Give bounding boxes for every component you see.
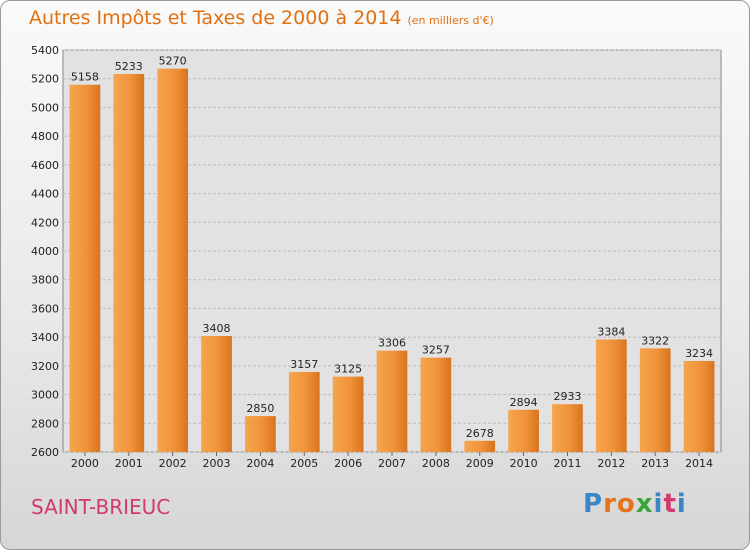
brand-letter: t (663, 489, 677, 519)
y-axis-labels: 2600 2800 3000 3200 3400 3600 3800 4000 4200 4400… (31, 44, 59, 459)
data-label: 2894 (510, 396, 538, 409)
y-tick-label: 5200 (31, 73, 59, 86)
y-tick-label: 3400 (31, 331, 59, 344)
y-tick-label: 2800 (31, 417, 59, 430)
y-tick-label: 5000 (31, 101, 59, 114)
data-label: 2678 (466, 427, 494, 440)
bar (420, 357, 452, 452)
value-labels: 5158 5233 5270 3408 2850 3157 3125 3306 3257 2678… (71, 55, 713, 440)
data-label: 5158 (71, 71, 99, 84)
y-tick-label: 4600 (31, 159, 59, 172)
bar (639, 348, 671, 452)
x-tick-label: 2013 (641, 457, 669, 470)
brand-logo: Proxiti (583, 489, 687, 519)
bars (69, 68, 715, 453)
x-axis-labels: 2000 2001 2002 2003 2004 2005 2006 2007 2008 2009… (71, 452, 713, 470)
x-tick-label: 2004 (246, 457, 274, 470)
brand-letter: o (616, 489, 636, 519)
bar (201, 335, 232, 452)
x-tick-label: 2009 (466, 457, 494, 470)
data-label: 3306 (378, 337, 406, 350)
y-tick-label: 4800 (31, 130, 59, 143)
data-label: 2850 (246, 402, 274, 415)
x-tick-label: 2002 (159, 457, 187, 470)
city-name: SAINT-BRIEUC (31, 495, 171, 519)
x-tick-label: 2003 (203, 457, 231, 470)
bar (376, 350, 408, 452)
y-tick-label: 4000 (31, 245, 59, 258)
y-tick-label: 3000 (31, 389, 59, 402)
bar (595, 339, 627, 452)
x-tick-label: 2012 (597, 457, 625, 470)
bar (332, 376, 364, 452)
y-tick-label: 2600 (31, 446, 59, 459)
data-label: 5233 (115, 60, 143, 73)
y-tick-label: 4400 (31, 188, 59, 201)
data-label: 3408 (203, 322, 231, 335)
x-tick-label: 2011 (553, 457, 581, 470)
data-label: 3234 (685, 347, 713, 360)
chart-title: Autres Impôts et Taxes de 2000 à 2014 (en… (29, 7, 494, 29)
y-tick-label: 5400 (31, 44, 59, 57)
x-tick-label: 2001 (115, 457, 143, 470)
x-tick-label: 2006 (334, 457, 362, 470)
brand-letter: P (583, 489, 604, 519)
brand-letter: i (653, 489, 664, 519)
bar (157, 68, 189, 453)
bar (683, 360, 715, 452)
bar (552, 404, 583, 452)
chart-subtitle: (en milliers d'€) (407, 14, 494, 27)
data-label: 3257 (422, 344, 450, 357)
bar (245, 416, 276, 452)
bar (464, 440, 496, 452)
data-label: 2933 (553, 390, 581, 403)
y-tick-label: 3600 (31, 302, 59, 315)
brand-letter: r (603, 489, 617, 519)
brand-letter: x (635, 489, 654, 519)
x-tick-label: 2008 (422, 457, 450, 470)
data-label: 3157 (290, 358, 318, 371)
y-tick-label: 3200 (31, 360, 59, 373)
data-label: 3322 (641, 334, 669, 347)
bar (508, 409, 539, 452)
bar (69, 84, 101, 452)
bar (113, 73, 145, 452)
x-tick-label: 2005 (290, 457, 318, 470)
data-label: 5270 (159, 55, 187, 68)
x-tick-label: 2010 (510, 457, 538, 470)
x-tick-label: 2007 (378, 457, 406, 470)
brand-letter: i (676, 489, 687, 519)
bar (288, 372, 320, 452)
y-tick-label: 4200 (31, 216, 59, 229)
data-label: 3125 (334, 363, 362, 376)
data-label: 3384 (597, 325, 625, 338)
x-tick-label: 2000 (71, 457, 99, 470)
x-tick-label: 2014 (685, 457, 713, 470)
chart-title-text: Autres Impôts et Taxes de 2000 à 2014 (29, 7, 402, 29)
y-tick-label: 3800 (31, 274, 59, 287)
